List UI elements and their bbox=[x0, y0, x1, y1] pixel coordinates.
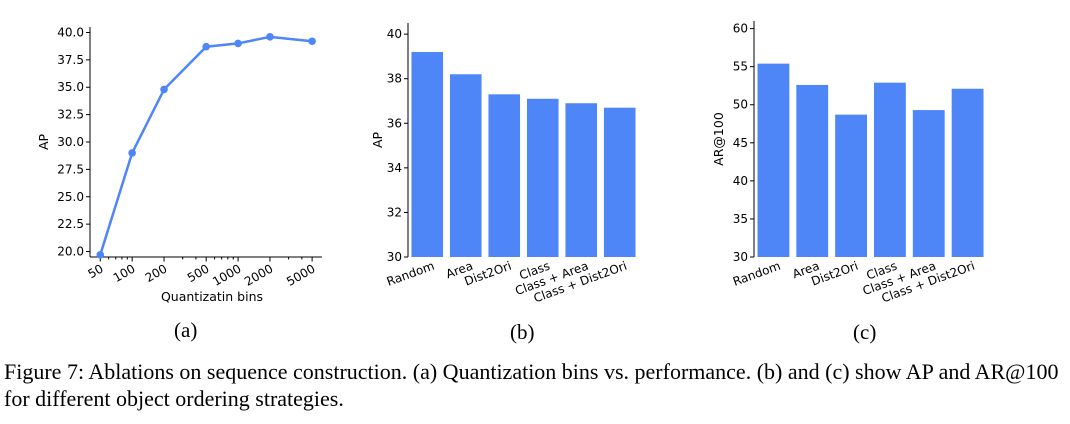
y-tick-label: 36 bbox=[387, 116, 402, 130]
y-tick-label: 34 bbox=[387, 161, 402, 175]
bar bbox=[411, 51, 444, 257]
subcaption-b: (b) bbox=[510, 320, 535, 344]
subcaption-a: (a) bbox=[174, 318, 198, 342]
y-tick-label: 35.0 bbox=[57, 80, 84, 94]
y-tick-label: 60 bbox=[733, 22, 748, 36]
x-tick-label: 2000 bbox=[242, 261, 275, 288]
y-tick-label: 30 bbox=[733, 250, 748, 264]
chart-a: 20.022.525.027.530.032.535.037.540.050 10… bbox=[36, 25, 322, 304]
y-tick-label: 45 bbox=[733, 136, 748, 150]
bar bbox=[796, 84, 829, 257]
y-tick-label: 55 bbox=[733, 60, 748, 74]
data-point bbox=[234, 39, 242, 48]
data-point bbox=[160, 85, 168, 94]
y-tick-label: 40.0 bbox=[57, 25, 84, 39]
y-axis-label: AR@100 bbox=[711, 112, 726, 166]
x-tick-label: 50 bbox=[86, 261, 106, 281]
data-point bbox=[308, 37, 316, 46]
y-tick-label: 30.0 bbox=[57, 135, 84, 149]
bar bbox=[449, 74, 482, 257]
y-tick-label: 50 bbox=[733, 98, 748, 112]
figure-caption: Figure 7: Ablations on sequence construc… bbox=[4, 359, 1059, 411]
y-axis-label: AP bbox=[36, 133, 51, 150]
y-tick-label: 20.0 bbox=[57, 245, 84, 259]
y-tick-label: 32 bbox=[387, 205, 402, 219]
bar bbox=[526, 98, 559, 258]
x-tick-label: 1000 bbox=[210, 261, 243, 288]
y-tick-label: 22.5 bbox=[57, 217, 84, 231]
y-tick-label: 37.5 bbox=[57, 53, 84, 67]
bar bbox=[757, 63, 790, 257]
bar bbox=[488, 94, 521, 257]
x-tick-label: 500 bbox=[185, 261, 212, 285]
y-tick-label: 27.5 bbox=[57, 162, 84, 176]
data-point bbox=[128, 149, 136, 157]
y-axis-label: AP bbox=[370, 131, 385, 148]
bar bbox=[951, 88, 984, 257]
x-tick-label: 100 bbox=[111, 261, 138, 285]
bar bbox=[873, 82, 906, 257]
bar bbox=[912, 110, 945, 257]
data-point bbox=[96, 251, 105, 259]
y-tick-label: 25.0 bbox=[57, 190, 84, 204]
y-tick-label: 35 bbox=[733, 212, 748, 226]
subcaption-c: (c) bbox=[853, 320, 877, 344]
series-line bbox=[99, 35, 313, 256]
y-tick-label: 40 bbox=[387, 27, 402, 41]
x-axis-label: Quantizatin bins bbox=[161, 289, 263, 304]
y-tick-label: 38 bbox=[387, 72, 402, 86]
data-point bbox=[202, 42, 210, 51]
data-point bbox=[266, 33, 274, 41]
y-tick-label: 32.5 bbox=[57, 108, 84, 122]
bar bbox=[835, 114, 868, 258]
y-tick-label: 30 bbox=[387, 250, 402, 264]
bar bbox=[603, 107, 636, 257]
x-tick-label: 5000 bbox=[284, 261, 317, 288]
y-tick-label: 40 bbox=[733, 174, 748, 188]
bar bbox=[565, 103, 598, 257]
x-tick-label: 200 bbox=[143, 261, 170, 285]
